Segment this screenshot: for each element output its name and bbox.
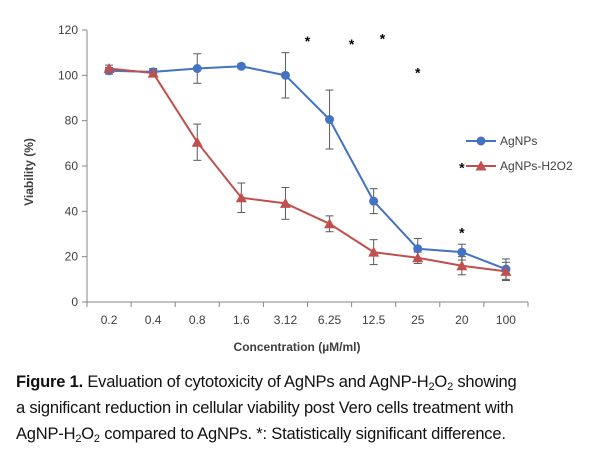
x-tick-label: 25 bbox=[411, 313, 425, 327]
caption-line2: a significant reduction in cellular viab… bbox=[16, 399, 514, 417]
caption-line3-end: compared to AgNPs. *: Statistically sign… bbox=[99, 425, 506, 443]
y-tick-label: 120 bbox=[58, 23, 78, 37]
data-point bbox=[147, 67, 159, 78]
significance-annotations: * * * * * * bbox=[305, 31, 465, 241]
cytotoxicity-chart: 0 20 40 60 80 100 120 0.2 0.4 0.8 1.6 3.12 6.25 12.5 2… bbox=[22, 23, 573, 354]
caption-line1-end: showing bbox=[452, 373, 517, 391]
data-point bbox=[456, 260, 468, 271]
figure-caption: Figure 1. Evaluation of cytotoxicity of … bbox=[16, 369, 596, 447]
caption-o: O bbox=[434, 373, 448, 391]
x-tick-label: 3.12 bbox=[274, 313, 298, 327]
series-markers bbox=[103, 61, 512, 276]
caption-o: O bbox=[81, 425, 94, 443]
data-point bbox=[236, 61, 246, 71]
significance-asterisk: * bbox=[349, 36, 355, 52]
x-tick-label: 1.6 bbox=[233, 313, 250, 327]
data-point bbox=[325, 115, 335, 125]
caption-sub: 2 bbox=[93, 433, 100, 445]
data-point bbox=[368, 246, 380, 257]
caption-line1: Evaluation of cytotoxicity of AgNPs and … bbox=[82, 373, 429, 391]
significance-asterisk: * bbox=[459, 224, 465, 240]
series-line bbox=[108, 67, 507, 273]
x-tick-label: 0.8 bbox=[189, 313, 206, 327]
data-point bbox=[457, 247, 467, 257]
data-point bbox=[413, 244, 423, 254]
caption-sub: 2 bbox=[428, 381, 435, 393]
axes: 0 20 40 60 80 100 120 0.2 0.4 0.8 1.6 3.12 6.25 12.5 2… bbox=[58, 23, 529, 327]
significance-asterisk: * bbox=[380, 31, 386, 47]
series-line bbox=[109, 65, 507, 271]
caption-sub: 2 bbox=[447, 381, 453, 393]
data-point bbox=[192, 64, 202, 74]
legend: AgNPs AgNPs-H2O2 bbox=[466, 134, 573, 173]
x-tick-label: 0.2 bbox=[101, 313, 118, 327]
data-point bbox=[279, 197, 291, 208]
data-point bbox=[324, 218, 336, 229]
x-tick-label: 20 bbox=[455, 313, 469, 327]
x-tick-label: 12.5 bbox=[362, 313, 386, 327]
data-point bbox=[191, 136, 203, 147]
error-bars bbox=[105, 52, 510, 281]
series-lines bbox=[108, 65, 507, 273]
legend-label: AgNPs-H2O2 bbox=[500, 159, 573, 173]
caption-line3-start: AgNP-H bbox=[16, 425, 76, 443]
x-axis-title: Concentration (µM/ml) bbox=[234, 340, 361, 354]
x-tick-label: 0.4 bbox=[145, 313, 162, 327]
x-tick-label: 6.25 bbox=[318, 313, 342, 327]
data-point bbox=[369, 196, 379, 206]
caption-label: Figure 1. bbox=[16, 373, 83, 391]
legend-swatch-marker bbox=[475, 160, 487, 171]
y-tick-label: 20 bbox=[65, 250, 79, 264]
significance-asterisk: * bbox=[415, 65, 421, 81]
y-tick-label: 100 bbox=[58, 68, 78, 82]
y-tick-label: 0 bbox=[71, 295, 78, 309]
significance-asterisk: * bbox=[305, 33, 311, 49]
y-tick-label: 40 bbox=[65, 204, 79, 218]
y-axis-title: Viability (%) bbox=[22, 138, 36, 206]
data-point bbox=[280, 70, 290, 80]
x-tick-label: 100 bbox=[496, 313, 516, 327]
data-point bbox=[235, 192, 247, 203]
data-point bbox=[500, 265, 512, 276]
y-tick-label: 80 bbox=[65, 114, 79, 128]
data-point bbox=[103, 63, 115, 74]
legend-swatch-marker bbox=[476, 136, 486, 146]
legend-label: AgNPs bbox=[500, 134, 537, 148]
y-tick-label: 60 bbox=[65, 159, 79, 173]
significance-asterisk: * bbox=[459, 160, 465, 176]
caption-sub: 2 bbox=[75, 433, 82, 445]
data-point bbox=[412, 252, 424, 263]
